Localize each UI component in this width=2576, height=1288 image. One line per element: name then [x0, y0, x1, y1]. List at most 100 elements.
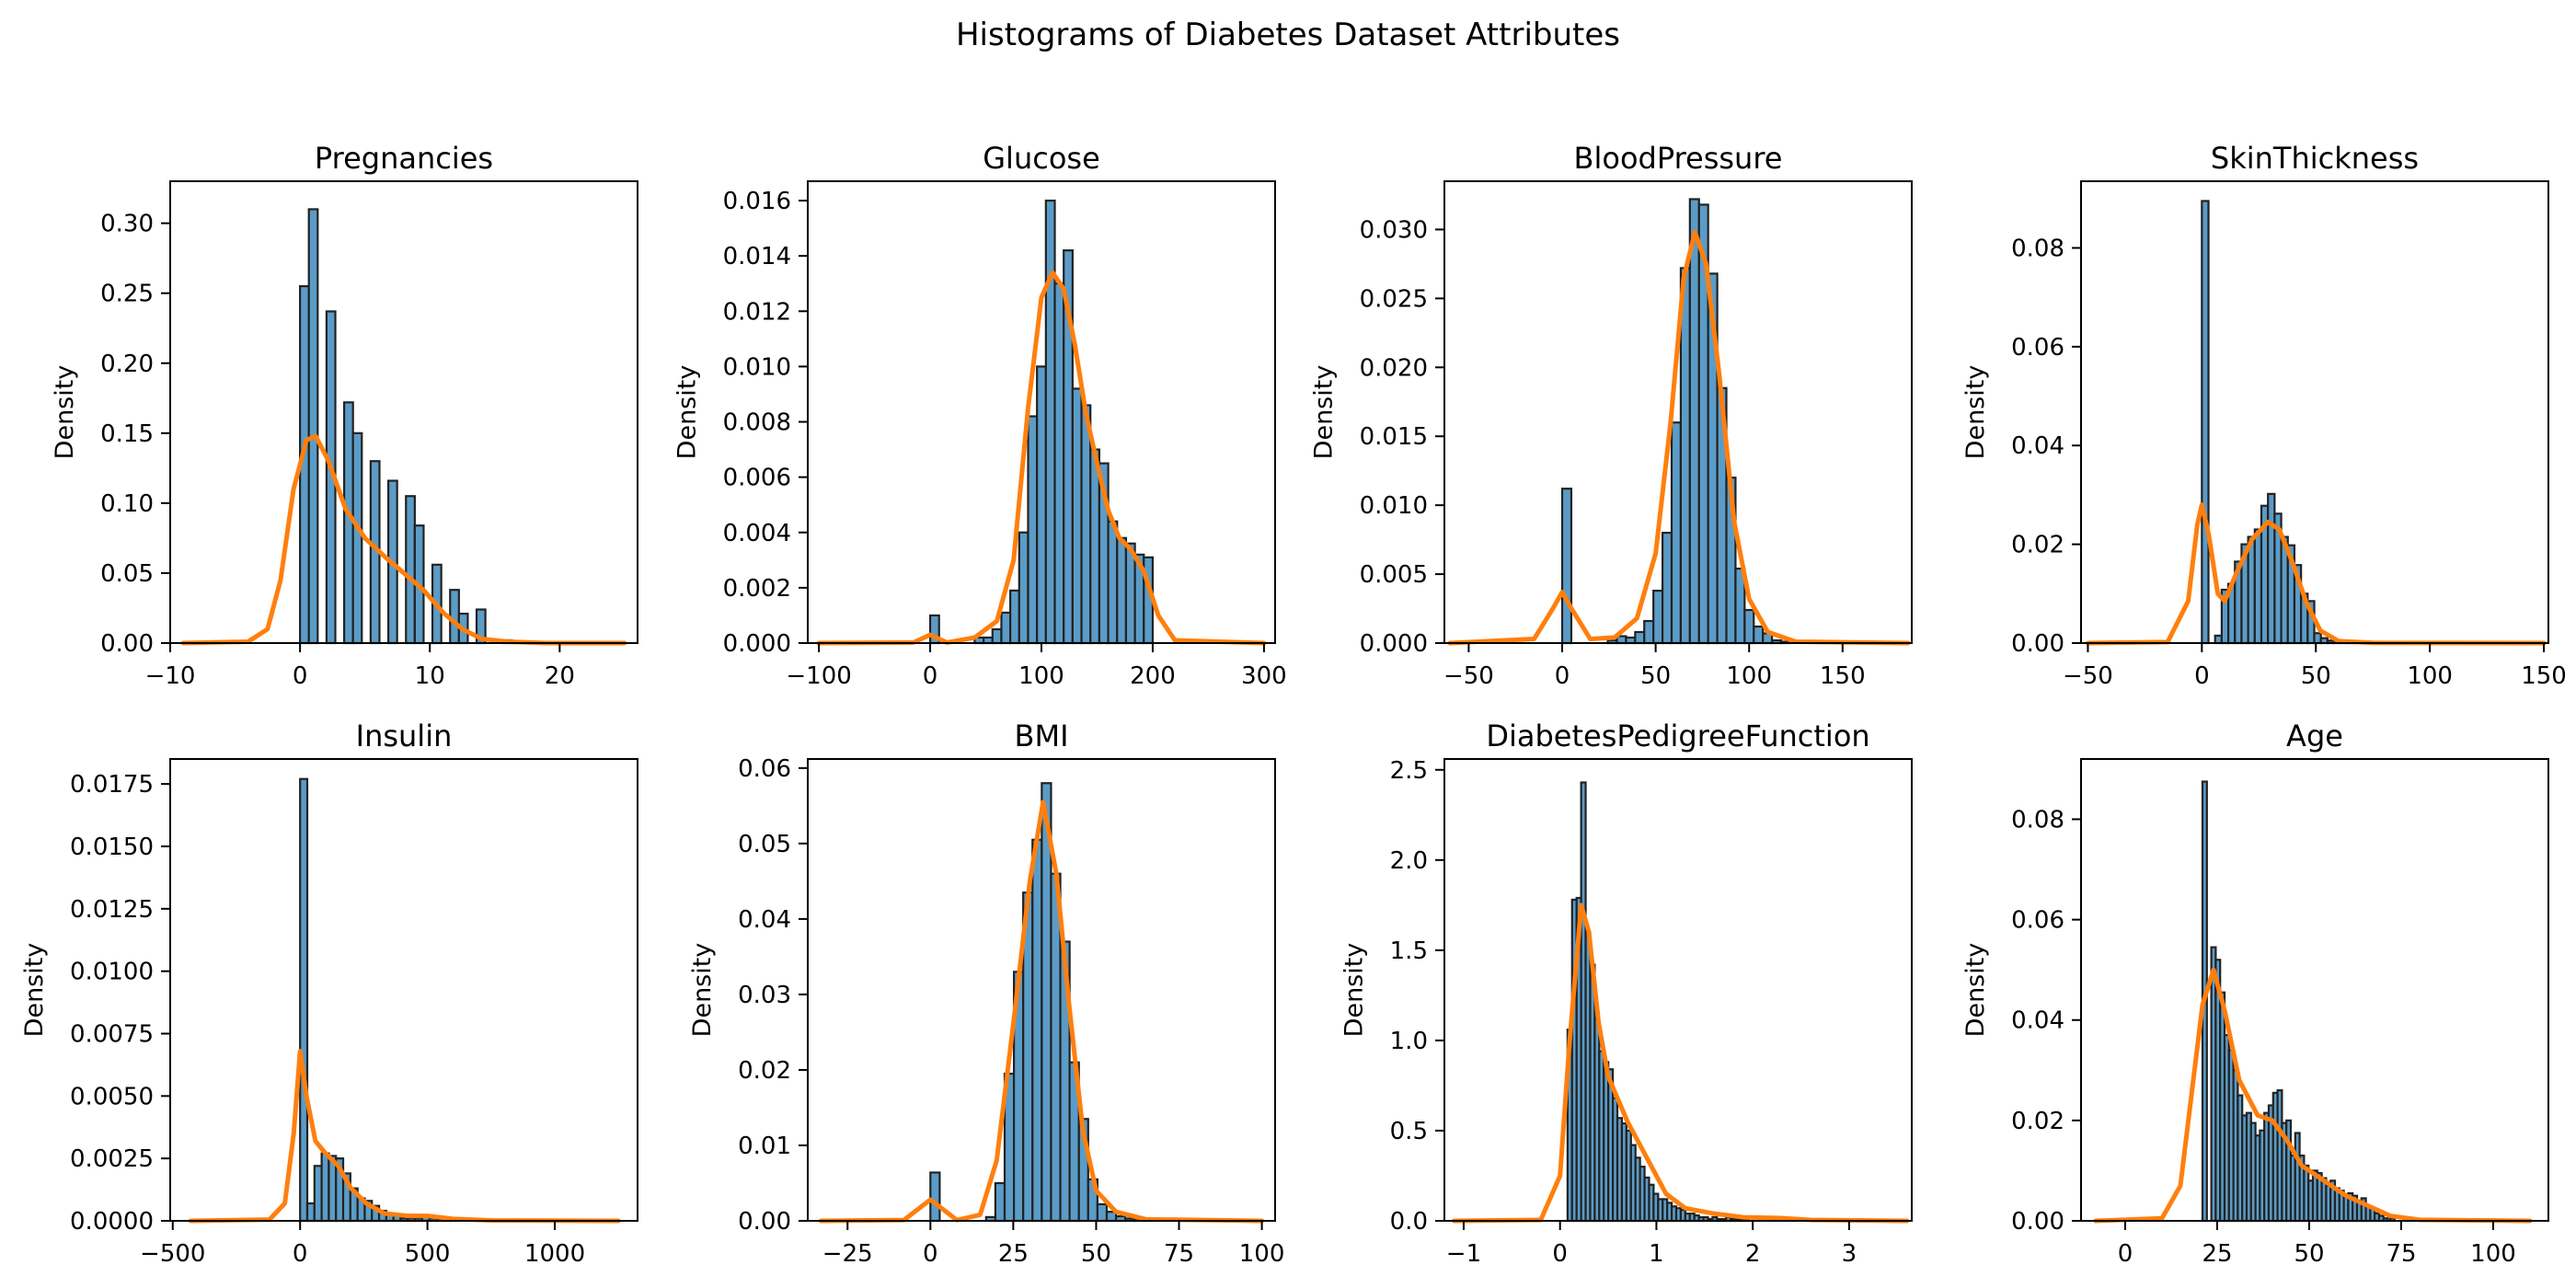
histogram-bar	[2201, 200, 2210, 645]
panel-skinthickness: −50 0 50 100 150 0.00 0.02 0.04 0.06 0.08 SkinThic…	[1961, 141, 2567, 690]
histogram-bar	[991, 627, 1003, 645]
x-tick-label: 300	[1241, 662, 1287, 690]
y-tick-label: 0.010	[723, 353, 791, 381]
y-tick-label: 1.5	[1390, 937, 1428, 965]
x-tick-label: 200	[1130, 662, 1176, 690]
x-tick-label: −500	[140, 1240, 205, 1268]
y-axis-label: Density	[1310, 365, 1339, 460]
x-tick-label: 0	[293, 662, 308, 690]
axes-frame	[807, 758, 1276, 1222]
x-tick-label: 100	[1726, 662, 1772, 690]
y-tick-label: 2.0	[1390, 847, 1428, 875]
y-axis-label: Density	[1340, 943, 1369, 1038]
histogram-bar	[1107, 520, 1119, 645]
histogram-bar	[1089, 448, 1100, 645]
kde-line	[188, 1048, 621, 1224]
panel-pregnancies: −10 0 10 20 0.00 0.05 0.10 0.15 0.20 0.25 0.30 Preg…	[51, 141, 638, 690]
histogram-bar	[320, 1152, 330, 1223]
panel-glucose: −100 0 100 200 300 0.000 0.002 0.004 0.006 0.008 0…	[673, 141, 1287, 690]
y-tick-label: 0.15	[100, 420, 154, 448]
histogram-bar	[1634, 630, 1646, 645]
panel-title: BMI	[1015, 719, 1069, 753]
panel-bmi: −25 0 25 50 75 100 0.00 0.01 0.02 0.03 0.04 0.05 0.0…	[688, 719, 1284, 1268]
histogram-bar	[1753, 625, 1765, 645]
panel-age: 0 25 50 75 100 0.00 0.02 0.04 0.06 0.08 Age Density	[1961, 719, 2549, 1268]
y-tick-label: 0.000	[1360, 630, 1428, 658]
kde-line	[1451, 903, 1910, 1224]
x-tick-label: 0	[293, 1240, 308, 1268]
panel-title: Age	[2286, 719, 2343, 753]
histogram-bar	[1009, 589, 1020, 645]
histogram-bar	[1096, 1202, 1109, 1223]
y-tick-label: 0.06	[738, 755, 791, 783]
y-tick-label: 0.000	[723, 630, 791, 658]
y-tick-label: 0.006	[723, 465, 791, 492]
y-tick-label: 0.002	[723, 575, 791, 603]
panel-title: BloodPressure	[1574, 141, 1783, 176]
panel-title: DiabetesPedigreeFunction	[1486, 719, 1869, 753]
y-tick-label: 0.00	[738, 1208, 791, 1236]
x-tick-label: 3	[1842, 1240, 1857, 1268]
panel-title: Pregnancies	[315, 141, 493, 176]
panel-bloodpressure: −50 0 50 100 150 0.000 0.005 0.010 0.015 0.020 0.0…	[1310, 141, 1913, 690]
y-tick-label: 0.04	[2011, 1007, 2064, 1035]
y-tick-label: 0.0075	[70, 1020, 154, 1048]
y-tick-label: 0.004	[723, 520, 791, 547]
histogram-bar	[1743, 608, 1755, 645]
histogram-bar	[449, 589, 460, 645]
y-tick-label: 0.0125	[70, 896, 154, 924]
x-tick-label: −50	[2063, 662, 2113, 690]
kde-line	[2085, 502, 2547, 646]
y-tick-label: 0.014	[723, 243, 791, 270]
y-tick-label: 0.008	[723, 409, 791, 437]
histogram-bar	[1027, 415, 1039, 645]
kde-line	[818, 799, 1265, 1224]
x-tick-label: 0	[923, 662, 938, 690]
x-tick-label: 100	[1239, 1240, 1285, 1268]
axes-frame	[1443, 758, 1913, 1222]
histogram-bar	[1688, 198, 1700, 645]
y-tick-label: 0.0025	[70, 1145, 154, 1173]
y-tick-label: 0.04	[2011, 432, 2064, 460]
y-tick-label: 0.012	[723, 298, 791, 326]
histogram-bar	[1036, 365, 1047, 645]
x-tick-label: 1	[1649, 1240, 1664, 1268]
x-tick-label: 0	[1555, 662, 1570, 690]
y-tick-label: 0.0000	[70, 1208, 154, 1236]
histogram-bar	[1679, 267, 1691, 645]
axes-frame	[169, 180, 638, 644]
y-tick-label: 0.0175	[70, 771, 154, 799]
figure-title: Histograms of Diabetes Dataset Attribute…	[955, 17, 1620, 53]
x-tick-label: 500	[405, 1240, 451, 1268]
x-tick-label: 20	[545, 662, 575, 690]
y-tick-label: 0.01	[738, 1133, 791, 1160]
panel-title: Insulin	[356, 719, 453, 753]
x-tick-label: −100	[786, 662, 851, 690]
kde-line	[1447, 229, 1911, 646]
panel-diabetespedigreefunction: −1 0 1 2 3 0.0 0.5 1.0 1.5 2.0 2.5 DiabetesPedigree…	[1340, 719, 1913, 1268]
y-tick-label: 0.020	[1360, 354, 1428, 382]
histogram-bar	[1643, 619, 1655, 645]
y-tick-label: 0.08	[2011, 235, 2064, 262]
x-tick-label: 150	[2521, 662, 2567, 690]
histogram-bar	[1050, 872, 1062, 1223]
axes-frame	[2080, 180, 2549, 644]
histogram-bar	[1031, 838, 1043, 1223]
x-tick-label: 1000	[524, 1240, 585, 1268]
kde-line	[816, 270, 1267, 646]
x-tick-label: 100	[2407, 662, 2453, 690]
panel-title: Glucose	[983, 141, 1100, 176]
histogram-bar	[929, 1171, 941, 1223]
histogram-bar	[1670, 421, 1683, 645]
x-tick-label: −10	[145, 662, 196, 690]
histogram-bar	[1080, 404, 1092, 645]
y-axis-label: Density	[673, 365, 702, 460]
x-tick-label: 2	[1745, 1240, 1761, 1268]
histogram-bar	[1560, 488, 1573, 645]
y-axis-label: Density	[688, 943, 717, 1038]
x-tick-label: 25	[2202, 1240, 2232, 1268]
y-axis-label: Density	[51, 365, 79, 460]
y-tick-label: 0.20	[100, 351, 154, 378]
x-tick-label: 0	[2194, 662, 2210, 690]
